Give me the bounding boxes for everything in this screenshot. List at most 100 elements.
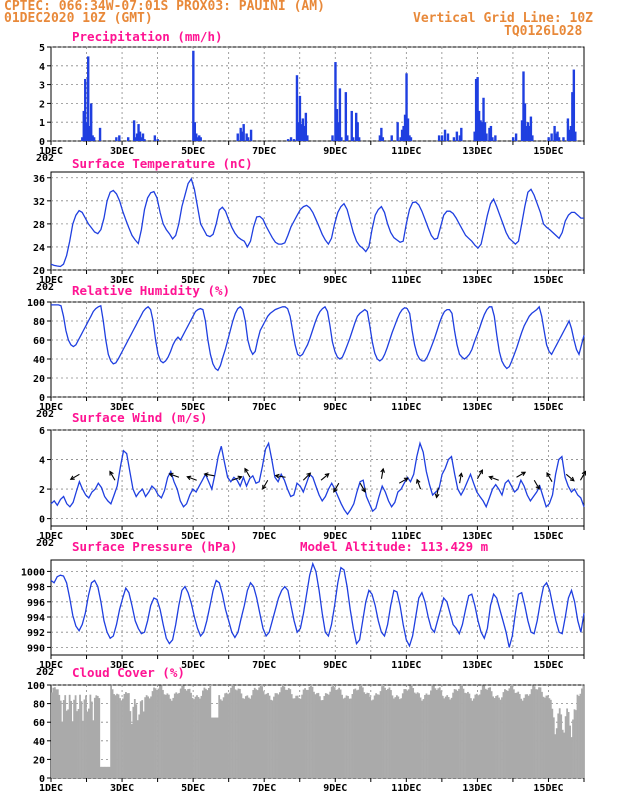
ytick-label-pres: 992 [27,628,45,639]
cloud-bar [99,766,102,778]
precip-bar [520,120,524,141]
precip-bar [402,125,405,141]
cloud-bar [169,698,172,778]
precip-bar [529,116,533,141]
xtick-label-wind: 1DEC [39,531,63,542]
panel-title-wind: Surface Wind (m/s) [72,410,207,425]
precip-bar [118,135,121,141]
cloud-bar [350,698,352,778]
precip-bar [390,135,393,141]
precip-bar [126,137,130,141]
ytick-label-pres: 990 [27,643,45,654]
cloud-bar [233,685,235,778]
cloud-bar [495,696,497,778]
cloud-bar [357,689,360,778]
panel-title-cloud: Cloud Cover (%) [72,665,185,680]
cloud-bar [215,717,218,778]
cloud-bar [551,708,554,778]
cloud-bar [441,695,444,778]
cloud-bar [237,688,240,778]
cloud-bar [536,689,539,778]
cloud-bar [428,694,431,778]
xtick-label-wind: 15DEC [533,531,563,542]
cloud-bar [395,695,398,778]
cloud-bar [88,708,90,778]
cloud-bar [475,693,478,778]
cloud-bar [145,695,148,778]
cloud-bar [184,689,187,778]
cloud-bar [361,687,364,778]
cloud-bar [529,694,531,778]
xtick-label-precip: 15DEC [533,146,563,157]
cloud-bar [181,685,184,778]
cloud-bar [206,690,209,778]
cloud-bar [110,685,113,778]
cloud-bar [239,688,241,778]
cloud-bar [270,699,272,778]
wind-arrow-head [535,484,540,490]
cloud-bar [280,687,283,778]
cloud-bar [369,696,372,778]
cloud-bar [221,700,224,778]
precip-bar [522,71,525,141]
ytick-label-pres: 998 [27,583,45,594]
precip-bar [335,109,339,141]
precip-bar [525,125,528,141]
cloud-bar [135,704,138,778]
panel-subtitle-pres: Model Altitude: 113.429 m [300,539,489,554]
wind-arrow-head [186,475,192,481]
precip-bar [198,135,201,141]
cloud-bar [344,697,346,778]
wind-arrow [476,469,483,480]
cloud-bar [167,694,170,778]
cloud-bar [225,692,228,778]
cloud-bar [204,688,207,778]
cloud-bar [446,695,449,778]
cloud-bar [517,691,520,778]
ytick-label-pres: 994 [27,613,45,624]
cloud-bar [127,693,130,778]
cloud-bar [276,693,278,778]
cloud-bar [458,688,460,778]
cloud-bar [160,685,163,778]
cloud-bar [241,698,244,778]
cloud-bar [490,691,493,778]
cloud-bar [173,693,176,778]
cloud-bar [321,700,324,778]
cloud-bar [86,711,89,778]
cloud-bar [224,693,227,778]
wind-arrow-head [244,467,249,473]
ytick-label-precip: 1 [39,118,45,129]
cloud-bar [579,693,582,778]
xtick-label-rh: 5DEC [181,402,205,413]
cloud-bar [546,695,549,778]
wind-arrow [533,479,540,490]
xtick-label-pres: 3DEC [110,660,134,671]
cloud-bar [95,695,98,778]
cloud-bar [539,687,542,778]
cloud-bar [333,687,336,778]
cloud-bar [255,689,258,778]
ytick-label-cloud: 60 [33,718,45,729]
wind-arrow [359,482,366,493]
ytick-label-rh: 20 [33,374,45,385]
cloud-bar [120,700,123,778]
cloud-bar [172,697,175,778]
cloud-bar [462,688,465,778]
cloud-bar [351,694,354,778]
cloud-bar [469,698,472,778]
cloud-bar [247,697,250,778]
precip-bar [443,129,447,141]
wind-arrow [380,468,384,479]
wind-arrow-head [380,467,385,473]
cloud-bar [471,700,474,778]
cloud-bar [335,689,338,778]
precip-bar [381,137,385,141]
precip-bar [446,133,450,141]
wind-arrow [302,472,311,481]
cloud-bar [256,690,259,778]
cloud-bar [425,693,428,778]
wind-arrow [244,468,251,478]
precip-bar [474,78,478,141]
cloud-bar [301,694,303,778]
